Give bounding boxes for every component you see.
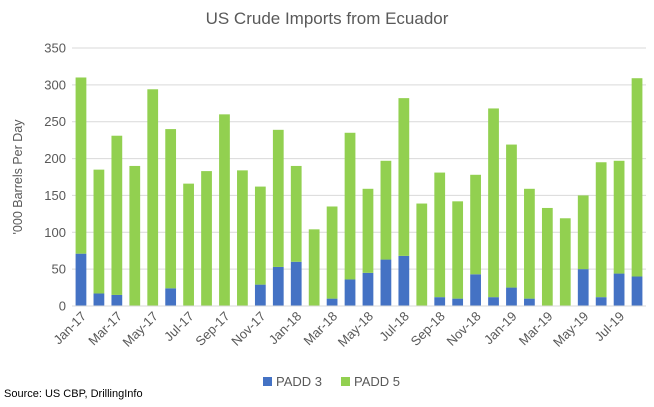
bar-padd-5-feb-18 <box>308 229 320 306</box>
bar-padd-3-sep-18 <box>434 297 446 306</box>
bar-padd-3-mar-18 <box>326 298 338 306</box>
bar-padd-5-oct-18 <box>452 201 464 299</box>
bar-padd-3-mar-17 <box>111 294 123 306</box>
legend-swatch <box>263 377 272 386</box>
y-tick-label: 0 <box>59 299 66 314</box>
bar-padd-3-aug-19 <box>631 276 643 306</box>
bar-padd-5-sep-18 <box>434 172 446 298</box>
y-tick-label: 350 <box>44 41 66 56</box>
x-tick-label: May-18 <box>335 309 376 350</box>
bar-padd-3-dec-18 <box>488 297 499 306</box>
bar-padd-3-jun-18 <box>380 259 392 306</box>
bar-padd-5-feb-17 <box>93 169 105 294</box>
x-tick-label: Nov-18 <box>443 309 483 349</box>
bar-padd-3-jun-17 <box>165 288 177 306</box>
bar-padd-5-jun-19 <box>595 162 607 298</box>
x-tick-label: May-19 <box>550 309 591 350</box>
y-tick-label: 100 <box>44 225 66 240</box>
bar-padd-3-may-18 <box>362 272 374 306</box>
x-tick-label: Mar-19 <box>516 309 556 349</box>
bar-padd-5-sep-17 <box>219 114 230 306</box>
bar-padd-3-may-19 <box>577 269 589 306</box>
legend: PADD 3 PADD 5 <box>263 374 400 389</box>
y-tick-label: 250 <box>44 114 66 129</box>
bar-padd-5-jan-17 <box>75 77 87 254</box>
bar-padd-5-mar-18 <box>326 206 338 299</box>
bar-padd-5-jul-17 <box>183 183 194 306</box>
x-tick-label: Nov-17 <box>228 309 268 349</box>
y-tick-label: 50 <box>52 262 66 277</box>
chart-title: US Crude Imports from Ecuador <box>206 9 449 28</box>
legend-label: PADD 5 <box>354 374 400 389</box>
legend-swatch <box>341 377 350 386</box>
bar-padd-3-jul-18 <box>398 255 410 306</box>
bar-padd-5-aug-18 <box>416 203 428 306</box>
bar-padd-3-jul-19 <box>613 273 625 306</box>
y-tick-label: 150 <box>44 188 66 203</box>
bar-padd-3-nov-17 <box>254 284 266 306</box>
bar-padd-5-jan-19 <box>506 144 517 288</box>
source-note: Source: US CBP, DrillingInfo <box>4 388 143 400</box>
bar-padd-5-apr-18 <box>344 132 356 280</box>
x-tick-label: Jul-19 <box>592 309 628 345</box>
x-tick-label: Sep-17 <box>192 309 232 349</box>
bar-padd-3-feb-19 <box>524 298 535 306</box>
bar-padd-3-jan-17 <box>75 253 87 306</box>
bar-padd-5-apr-19 <box>559 218 571 306</box>
bar-padd-5-jan-18 <box>290 165 302 262</box>
bar-padd-5-jun-18 <box>380 160 392 260</box>
legend-label: PADD 3 <box>276 374 322 389</box>
bar-padd-5-mar-19 <box>541 207 553 306</box>
x-tick-label: Jul-17 <box>161 309 197 345</box>
bar-padd-5-nov-18 <box>470 174 481 275</box>
x-tick-label: Jan-19 <box>481 309 520 348</box>
bar-padd-5-jul-19 <box>613 160 625 274</box>
bar-padd-3-dec-17 <box>272 266 284 306</box>
x-tick-label: Jan-17 <box>50 309 89 348</box>
bar-padd-3-jun-19 <box>595 297 607 306</box>
bar-padd-5-jul-18 <box>398 98 410 256</box>
bar-padd-5-aug-17 <box>201 171 212 306</box>
x-tick-label: Jul-18 <box>376 309 412 345</box>
x-tick-label: Mar-18 <box>300 309 340 349</box>
bar-padd-5-apr-17 <box>129 165 141 306</box>
bars <box>75 77 643 306</box>
bar-padd-5-dec-18 <box>488 108 499 298</box>
bar-padd-3-nov-18 <box>470 274 481 306</box>
bar-padd-5-mar-17 <box>111 135 123 295</box>
y-tick-label: 200 <box>44 151 66 166</box>
bar-padd-3-jan-19 <box>506 287 517 306</box>
bar-padd-3-jan-18 <box>290 261 302 306</box>
bar-padd-5-may-17 <box>147 89 159 306</box>
x-tick-label: Sep-18 <box>408 309 448 349</box>
bar-padd-3-oct-18 <box>452 298 464 306</box>
bar-padd-5-nov-17 <box>254 186 266 285</box>
x-tick-label: May-17 <box>120 309 161 350</box>
bar-padd-5-feb-19 <box>524 188 535 299</box>
bar-padd-3-feb-17 <box>93 293 105 306</box>
x-tick-label: Mar-17 <box>85 309 125 349</box>
bar-padd-5-jun-17 <box>165 129 177 289</box>
bar-padd-5-may-18 <box>362 188 374 273</box>
x-tick-label: Jan-18 <box>266 309 305 348</box>
bar-padd-5-dec-17 <box>272 129 284 267</box>
y-axis-label: '000 Barrels Per Day <box>11 119 25 235</box>
bar-padd-5-may-19 <box>577 195 589 270</box>
bar-padd-5-aug-19 <box>631 78 643 277</box>
y-tick-label: 300 <box>44 77 66 92</box>
bar-padd-5-oct-17 <box>237 170 248 306</box>
y-axis-ticks: 0 50 100 150 200 250 300 350 <box>44 41 66 314</box>
bar-padd-3-apr-18 <box>344 279 356 306</box>
